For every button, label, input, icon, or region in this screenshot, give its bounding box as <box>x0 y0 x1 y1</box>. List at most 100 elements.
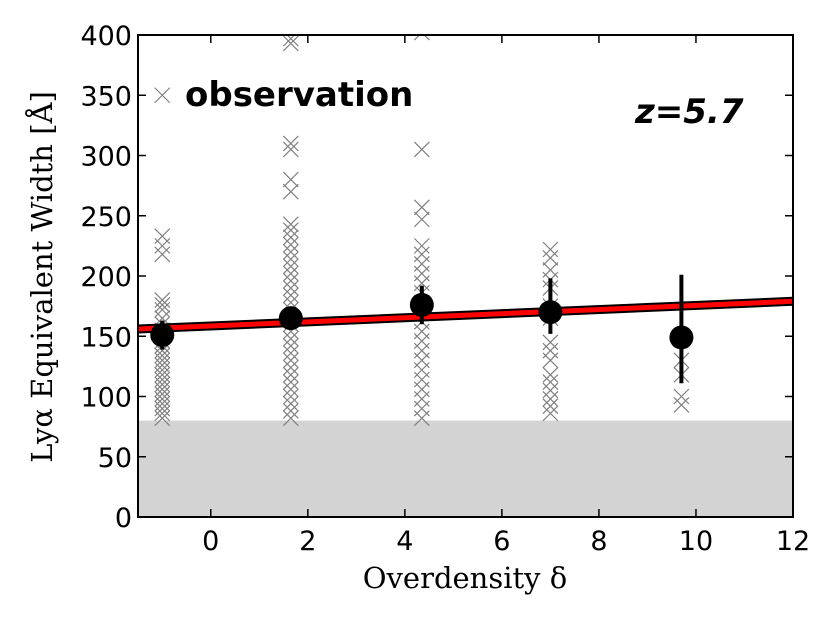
data-point-marker-3-8 <box>542 342 559 359</box>
data-point-marker-0-7 <box>154 310 171 327</box>
data-point-marker-3-14 <box>542 398 559 415</box>
data-point-marker-3-0 <box>542 241 559 258</box>
x-tick-label-5: 10 <box>679 526 713 557</box>
data-point-marker-1-33 <box>282 410 299 427</box>
data-point-marker-1-23 <box>282 337 299 354</box>
y-tick-label-5: 250 <box>80 202 132 233</box>
data-point-marker-0-1 <box>154 228 171 245</box>
data-point-marker-1-5 <box>282 183 299 200</box>
data-point-marker-1-9 <box>282 236 299 253</box>
excluded-region-layer <box>138 420 793 517</box>
data-point-marker-2-21 <box>413 400 430 417</box>
data-point-marker-0-3 <box>154 246 171 263</box>
data-point-marker-1-8 <box>282 229 299 246</box>
data-point-marker-1-16 <box>282 287 299 304</box>
x-tick-label-6: 12 <box>776 526 810 557</box>
x-tick-label-0: 0 <box>202 526 219 557</box>
data-point-marker-2-4 <box>413 237 430 254</box>
data-point-marker-3-1 <box>542 250 559 266</box>
binned-means-layer <box>150 274 694 384</box>
data-point-marker-2-18 <box>413 371 430 388</box>
data-point-marker-2-13 <box>413 323 430 340</box>
mean-point-2 <box>409 292 434 317</box>
data-point-marker-0-0 <box>154 87 171 104</box>
data-point-marker-2-16 <box>413 352 430 369</box>
data-point-marker-1-32 <box>282 403 299 419</box>
data-point-marker-1-13 <box>282 265 299 282</box>
data-point-marker-2-3 <box>413 211 430 228</box>
data-point-marker-3-9 <box>542 352 559 369</box>
data-point-marker-1-26 <box>282 359 299 376</box>
x-tick-label-4: 8 <box>590 526 607 557</box>
mean-point-3 <box>538 300 563 325</box>
data-point-marker-2-17 <box>413 362 430 378</box>
y-tick-label-8: 400 <box>80 21 132 52</box>
data-point-marker-1-11 <box>282 251 299 268</box>
data-point-marker-1-25 <box>282 352 299 369</box>
x-tick-label-3: 6 <box>493 526 510 557</box>
data-point-marker-4-3 <box>673 397 690 413</box>
fit-line-layer <box>138 296 793 334</box>
data-point-marker-3-10 <box>542 366 559 383</box>
data-point-marker-1-10 <box>282 243 299 260</box>
mean-point-4 <box>669 325 694 350</box>
data-point-marker-2-15 <box>413 342 430 359</box>
excluded-region <box>138 420 793 517</box>
individual-points-layer <box>154 35 690 427</box>
data-point-marker-1-2 <box>282 135 299 152</box>
data-point-marker-0-6 <box>154 301 171 318</box>
mean-point-1 <box>278 306 303 331</box>
data-point-marker-0-27 <box>154 410 171 427</box>
data-point-marker-3-15 <box>542 405 559 422</box>
data-point-marker-1-0 <box>282 35 299 47</box>
data-point-marker-3-11 <box>542 374 559 390</box>
data-point-marker-1-4 <box>282 171 299 188</box>
x-tick-label-2: 4 <box>396 526 413 557</box>
data-point-marker-1-12 <box>282 258 299 275</box>
data-point-marker-1-22 <box>282 330 299 347</box>
data-point-marker-1-30 <box>282 388 299 405</box>
axes-layer: 0 2 4 6 8 10 12 0 50 100 150 200 250 300 350 400 <box>80 21 810 557</box>
data-point-marker-1-29 <box>282 381 299 398</box>
observation-annotation: observation <box>185 75 413 115</box>
data-point-marker-2-22 <box>413 410 430 427</box>
data-point-marker-2-1 <box>413 141 430 158</box>
x-axis-label: Overdensity δ <box>363 561 567 595</box>
y-tick-label-2: 100 <box>80 383 132 414</box>
data-point-marker-2-2 <box>413 199 430 216</box>
data-point-marker-1-14 <box>282 272 299 289</box>
y-axis-label: Lyα Equivalent Width [Å] <box>24 91 59 463</box>
data-point-marker-1-6 <box>282 216 299 233</box>
data-point-marker-1-27 <box>282 366 299 383</box>
data-point-marker-3-12 <box>542 382 559 399</box>
mean-point-0 <box>150 323 175 348</box>
data-point-marker-2-7 <box>413 265 430 282</box>
data-point-marker-3-7 <box>542 334 559 351</box>
data-point-marker-2-0 <box>413 35 430 41</box>
data-point-marker-2-6 <box>413 256 430 272</box>
redshift-annotation: z=5.7 <box>634 92 744 132</box>
text-layer: observation z=5.7 Overdensity δ Lyα Equi… <box>24 75 744 595</box>
data-point-marker-1-7 <box>282 222 299 239</box>
data-point-marker-3-2 <box>542 262 559 278</box>
y-tick-label-1: 50 <box>98 443 132 474</box>
y-tick-label-7: 350 <box>80 81 132 112</box>
data-point-marker-2-20 <box>413 390 430 407</box>
y-tick-label-3: 150 <box>80 322 132 353</box>
data-point-marker-1-3 <box>282 141 299 158</box>
data-point-marker-0-5 <box>154 296 171 313</box>
data-point-marker-0-2 <box>154 237 171 254</box>
data-point-marker-1-1 <box>282 35 299 52</box>
data-point-marker-1-31 <box>282 395 299 412</box>
data-point-marker-1-24 <box>282 345 299 362</box>
data-point-marker-2-5 <box>413 246 430 263</box>
y-tick-label-6: 300 <box>80 142 132 173</box>
data-point-marker-4-2 <box>673 388 690 405</box>
y-tick-label-4: 200 <box>80 262 132 293</box>
data-point-marker-0-26 <box>154 405 171 422</box>
fit-line <box>138 298 793 332</box>
data-point-marker-2-19 <box>413 381 430 398</box>
x-tick-label-1: 2 <box>299 526 316 557</box>
data-point-marker-3-13 <box>542 390 559 407</box>
